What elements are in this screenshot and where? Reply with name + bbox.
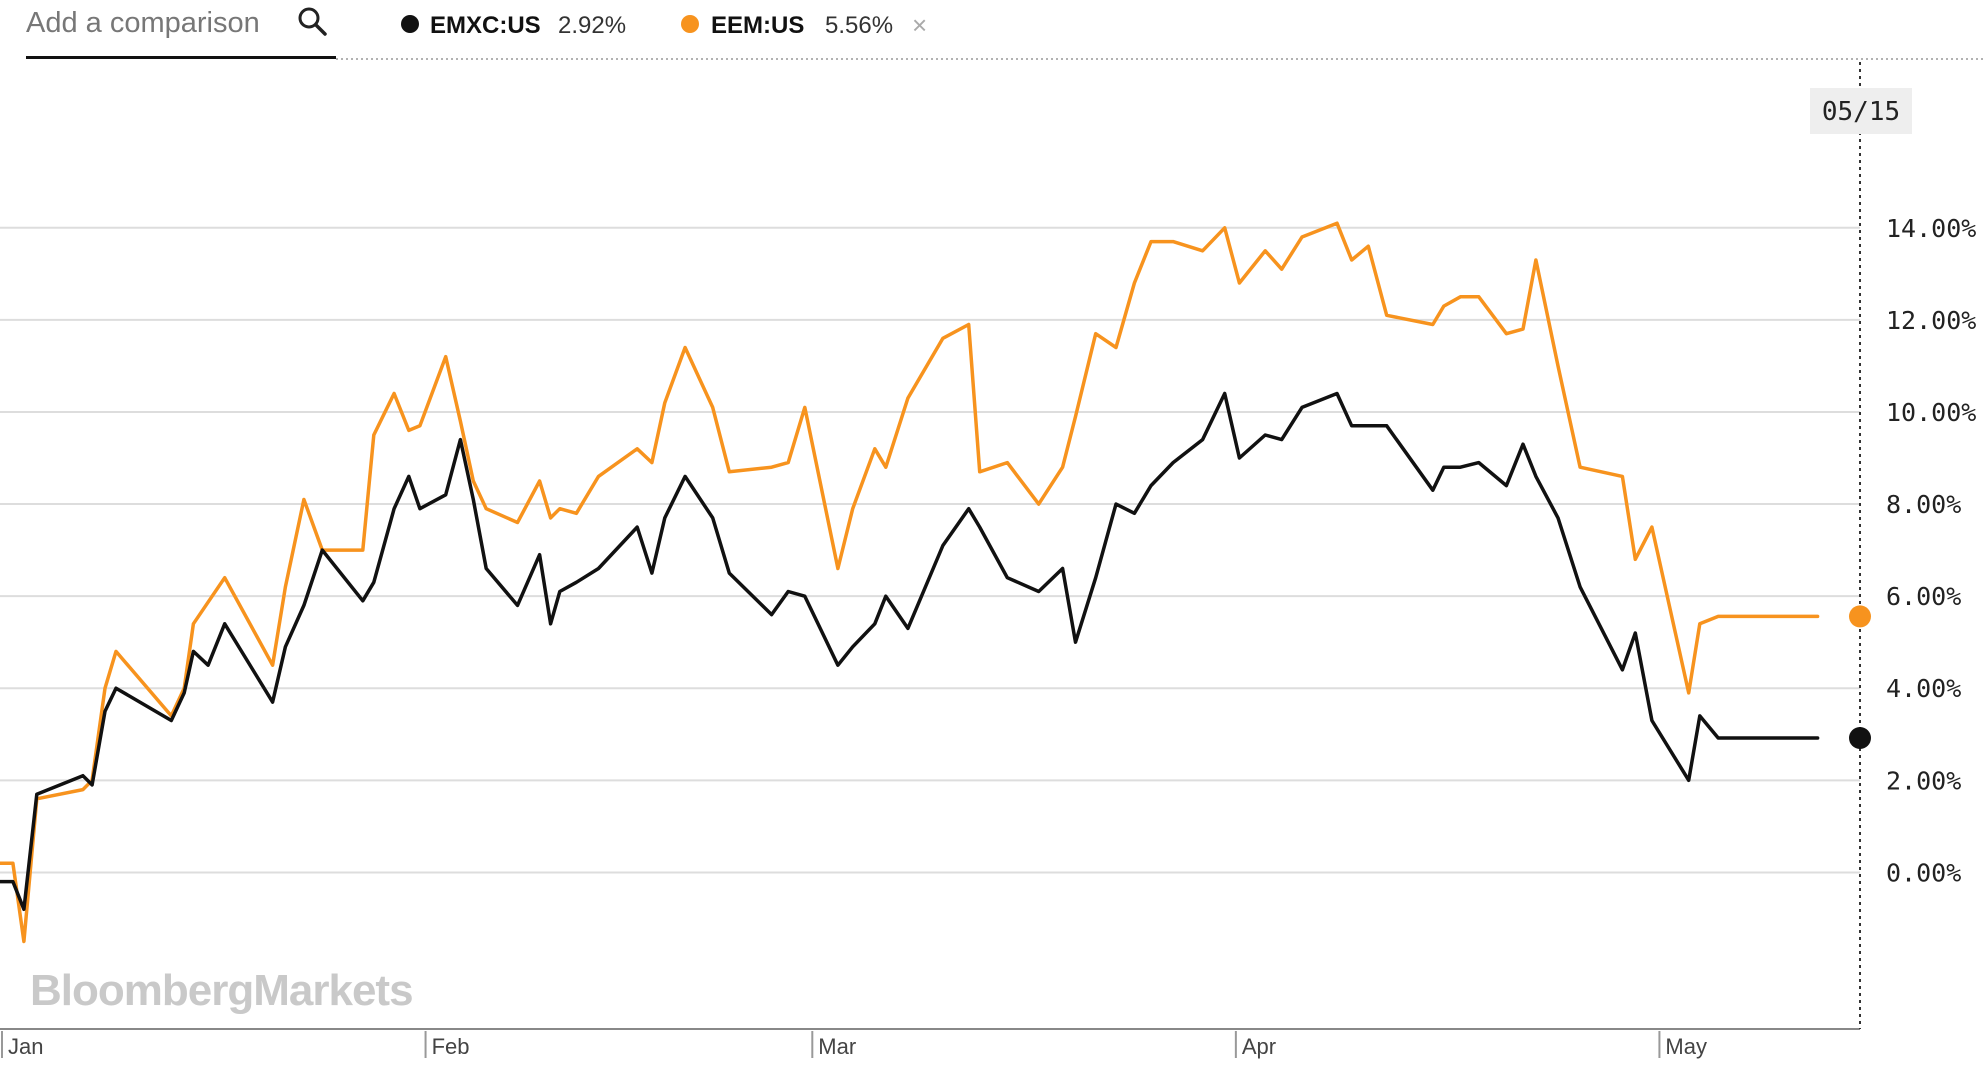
y-tick-label-7: 14.00% [1886, 214, 1976, 243]
legend-name-emxc: EMXC:US [430, 12, 541, 39]
legend-dot-eem [681, 15, 699, 33]
date-label: 05/15 [1822, 97, 1900, 127]
y-tick-label-5: 10.00% [1886, 398, 1976, 427]
series-endpoints [1849, 605, 1871, 749]
legend-item-eem[interactable]: EEM:US 5.56% × [681, 10, 927, 40]
close-icon[interactable]: × [912, 10, 927, 40]
x-tick-label-mar: Mar [818, 1034, 856, 1059]
endpoint-emxc [1849, 726, 1871, 749]
y-tick-label-0: 0.00% [1886, 858, 1961, 887]
y-tick-label-1: 2.00% [1886, 766, 1961, 795]
watermark-logo: BloombergMarkets [30, 966, 413, 1015]
legend-value-emxc: 2.92% [558, 12, 626, 39]
date-label-box [1810, 88, 1912, 134]
comparison-input[interactable]: Add a comparison [26, 7, 260, 39]
y-tick-label-2: 4.00% [1886, 674, 1961, 703]
y-tick-label-4: 8.00% [1886, 490, 1961, 519]
search-icon[interactable] [298, 7, 327, 36]
x-tick-label-may: May [1665, 1034, 1707, 1059]
y-gridlines [0, 226, 1860, 874]
comparison-search[interactable]: Add a comparison [26, 7, 336, 59]
legend-value-eem: 5.56% [825, 12, 893, 39]
comparison-underline [26, 56, 336, 59]
x-tick-label-jan: Jan [8, 1034, 43, 1059]
y-axis-labels: 0.00% 2.00% 4.00% 6.00% 8.00% 10.00% 12.00% 14.… [1886, 214, 1976, 888]
y-tick-label-3: 6.00% [1886, 582, 1961, 611]
x-axis-labels: Jan Feb Mar Apr May [1, 1031, 1707, 1059]
legend-name-eem: EEM:US [711, 12, 804, 39]
series-line-eem [0, 221, 1820, 944]
series-lines [0, 221, 1820, 944]
endpoint-eem [1849, 605, 1871, 628]
legend-item-emxc[interactable]: EMXC:US 2.92% [401, 12, 626, 39]
legend-dot-emxc [401, 15, 419, 33]
series-line-emxc [0, 391, 1820, 912]
legend: EMXC:US 2.92% EEM:US 5.56% × [401, 10, 927, 40]
x-tick-label-apr: Apr [1242, 1034, 1276, 1059]
x-tick-label-feb: Feb [432, 1034, 470, 1059]
y-tick-label-6: 12.00% [1886, 306, 1976, 335]
